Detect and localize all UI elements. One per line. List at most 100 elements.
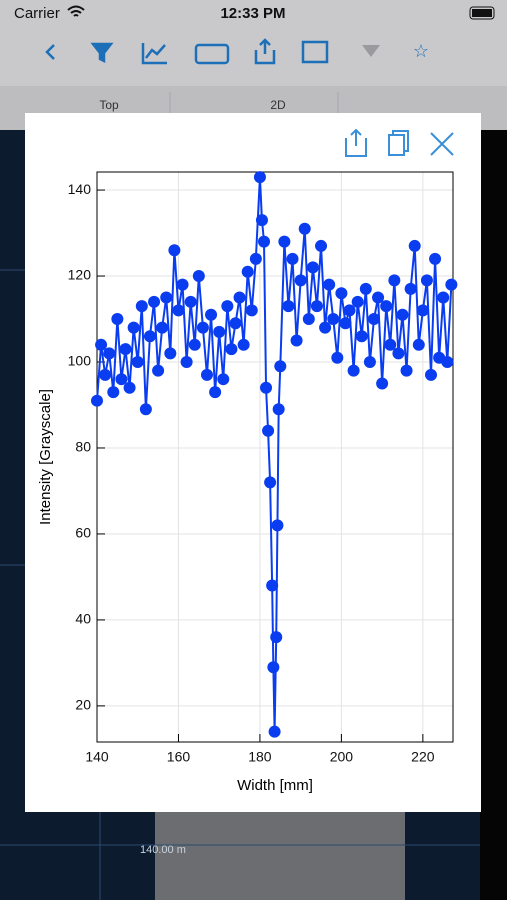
popup-copy-back[interactable] (392, 130, 409, 152)
data-point (196, 321, 209, 334)
data-point (258, 235, 271, 248)
data-point (400, 364, 413, 377)
popup-close[interactable] (430, 132, 454, 156)
disabled-filter (362, 45, 380, 57)
depth-label: 140.00 m (140, 844, 186, 856)
back-button[interactable] (45, 44, 55, 60)
y-tick-label: 120 (68, 267, 92, 283)
data-point (209, 386, 222, 399)
data-point (176, 278, 189, 291)
data-point (127, 321, 140, 334)
data-point (111, 313, 124, 326)
share-button[interactable] (254, 38, 276, 65)
data-point (294, 274, 307, 287)
data-point (272, 403, 285, 416)
data-point (221, 300, 234, 313)
data-point (217, 373, 230, 386)
y-axis-label: Intensity [Grayscale] (37, 389, 54, 525)
x-tick-label: 180 (248, 749, 272, 765)
data-point (115, 373, 128, 386)
clock: 12:33 PM (220, 5, 285, 22)
wifi-icon (67, 5, 85, 17)
data-point (445, 278, 458, 291)
data-point (298, 222, 311, 235)
data-point (192, 270, 205, 283)
data-point (290, 334, 303, 347)
data-point (229, 317, 242, 330)
data-point (412, 338, 425, 351)
data-point (119, 343, 132, 356)
data-point (351, 295, 364, 308)
plot: 140 160 180 200 220 20 40 60 80 100 120 140 Width [m… (37, 171, 458, 794)
data-point (363, 356, 376, 368)
data-point (282, 300, 295, 313)
data-point (213, 325, 226, 338)
data-point (172, 304, 185, 317)
data-point (264, 476, 277, 489)
data-point (323, 278, 336, 291)
data-point (262, 424, 275, 437)
data-point (416, 304, 429, 317)
data-point (255, 214, 268, 227)
data-point (200, 368, 213, 381)
data-point (420, 274, 433, 287)
data-point (310, 300, 323, 313)
data-point (139, 403, 152, 416)
data-point (355, 330, 368, 343)
data-point (384, 338, 397, 351)
data-point (388, 274, 401, 287)
data-point (271, 519, 284, 532)
data-point (441, 356, 454, 368)
tab-2d[interactable]: 2D (270, 98, 286, 112)
data-point (95, 338, 108, 351)
filter-button[interactable] (90, 42, 114, 64)
data-point (319, 321, 332, 334)
data-point (396, 308, 409, 321)
data-point (359, 282, 372, 295)
data-point (245, 304, 258, 317)
data-point (103, 347, 116, 360)
x-tick-label: 200 (330, 749, 354, 765)
tab-top[interactable]: Top (99, 98, 119, 112)
camera-button[interactable] (194, 43, 230, 65)
data-point (233, 291, 246, 304)
data-point (339, 317, 352, 330)
data-point (266, 579, 279, 592)
side-strip (480, 130, 507, 900)
data-point (260, 381, 273, 394)
x-tick-label: 140 (85, 749, 109, 765)
data-point (188, 338, 201, 351)
data-point (429, 252, 442, 265)
y-tick-label: 20 (75, 697, 91, 713)
data-point (380, 300, 393, 313)
data-point (331, 351, 344, 364)
data-point (99, 368, 112, 381)
chart-button[interactable] (141, 43, 167, 65)
data-point (270, 631, 283, 644)
data-point (367, 313, 380, 326)
data-point (408, 239, 421, 252)
data-point (347, 364, 360, 377)
data-point (184, 295, 197, 308)
carrier: Carrier (14, 5, 60, 22)
data-point (241, 265, 254, 278)
data-point (156, 321, 169, 334)
data-point (237, 338, 250, 351)
data-point (286, 252, 299, 265)
data-point (249, 252, 262, 265)
fit-button[interactable] (301, 40, 329, 64)
data-point (160, 291, 173, 304)
data-point (180, 356, 193, 368)
favorite-button[interactable]: ☆ (413, 41, 429, 61)
popup-copy[interactable] (388, 134, 405, 156)
data-point (164, 347, 177, 360)
data-point (123, 381, 136, 394)
y-tick-label: 60 (75, 525, 91, 541)
data-point (392, 347, 405, 360)
data-point (143, 330, 156, 343)
popup-share[interactable] (345, 128, 367, 157)
data-point (315, 239, 328, 252)
battery-level (472, 9, 492, 17)
data-point (327, 313, 340, 326)
